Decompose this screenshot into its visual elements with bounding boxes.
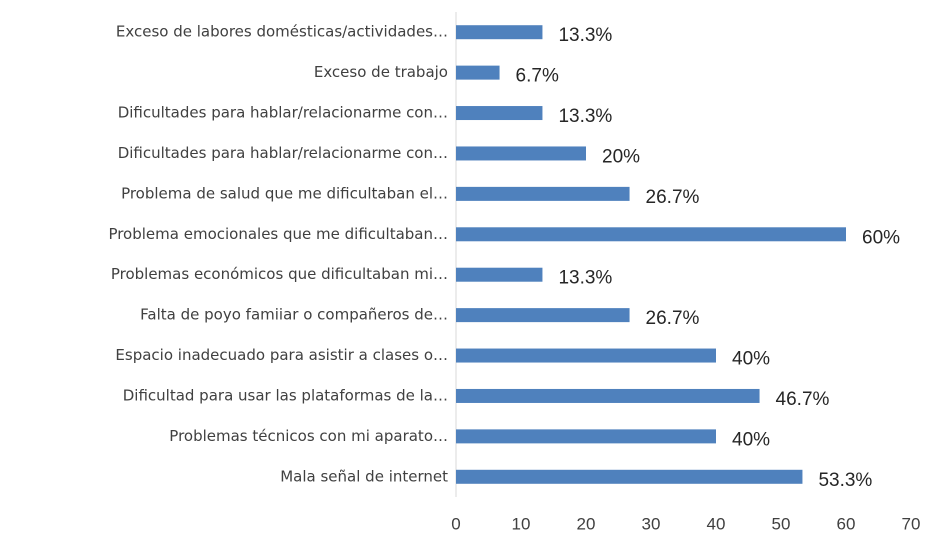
y-tick-label: Problemas económicos que dificultaban mi…	[111, 265, 448, 283]
y-tick-label: Dificultades para hablar/relacionarme co…	[118, 144, 448, 162]
value-label: 53.3%	[818, 470, 872, 491]
value-label: 60%	[862, 227, 900, 248]
y-tick-label: Problema de salud que me dificultaban el…	[121, 184, 448, 202]
value-label: 13.3%	[558, 268, 612, 289]
value-label: 40%	[732, 429, 770, 450]
bar	[456, 388, 760, 403]
value-label: 13.3%	[558, 25, 612, 46]
x-tick-label: 10	[512, 514, 531, 533]
value-label: 26.7%	[646, 187, 700, 208]
bar	[456, 348, 716, 363]
bar	[456, 308, 630, 323]
x-tick-label: 40	[707, 514, 726, 533]
x-tick-label: 20	[577, 514, 596, 533]
y-tick-label: Dificultades para hablar/relacionarme co…	[118, 104, 448, 122]
y-tick-label: Exceso de labores domésticas/actividades…	[116, 23, 448, 41]
value-label: 13.3%	[558, 106, 612, 127]
x-tick-label: 30	[642, 514, 661, 533]
bar	[456, 429, 716, 444]
y-tick-label: Mala señal de internet	[280, 467, 448, 485]
value-label: 6.7%	[516, 66, 559, 87]
value-label: 26.7%	[646, 308, 700, 329]
y-tick-label: Problema emocionales que me dificultaban…	[108, 225, 448, 243]
y-tick-label: Espacio inadecuado para asistir a clases…	[115, 346, 448, 364]
y-tick-label: Problemas técnicos con mi aparato…	[169, 427, 448, 445]
bar	[456, 227, 846, 242]
bar	[456, 146, 586, 161]
y-tick-label: Exceso de trabajo	[314, 63, 448, 81]
value-label: 46.7%	[776, 389, 830, 410]
x-tick-label: 60	[837, 514, 856, 533]
bar	[456, 469, 803, 484]
y-tick-label: Dificultad para usar las plataformas de …	[123, 386, 448, 404]
bar	[456, 65, 500, 80]
y-tick-label: Falta de poyo famiiar o compañeros de…	[140, 306, 448, 324]
x-tick-label: 70	[902, 514, 921, 533]
x-tick-label: 0	[451, 514, 460, 533]
x-tick-label: 50	[772, 514, 791, 533]
bar	[456, 106, 543, 121]
bar	[456, 186, 630, 201]
bar	[456, 267, 543, 282]
value-label: 20%	[602, 146, 640, 167]
value-label: 40%	[732, 349, 770, 370]
bar	[456, 25, 543, 40]
